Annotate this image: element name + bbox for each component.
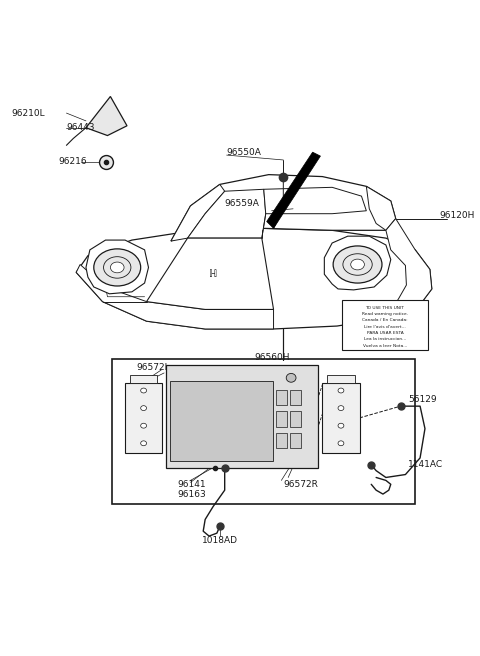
Polygon shape: [86, 96, 127, 136]
Polygon shape: [267, 152, 321, 228]
Text: PARA USAR ESTA: PARA USAR ESTA: [367, 331, 403, 335]
Bar: [327, 375, 355, 382]
Ellipse shape: [333, 246, 382, 283]
Polygon shape: [366, 186, 396, 230]
Polygon shape: [171, 174, 396, 241]
Polygon shape: [76, 228, 432, 329]
Bar: [290, 432, 301, 448]
Text: Canada / En Canada:: Canada / En Canada:: [362, 318, 408, 322]
Bar: [130, 375, 157, 382]
Text: 96563E: 96563E: [342, 343, 376, 352]
Bar: [276, 432, 287, 448]
Text: 96443: 96443: [66, 123, 95, 133]
Text: Read warning notice.: Read warning notice.: [362, 312, 408, 316]
Polygon shape: [146, 238, 274, 310]
Text: 96120H: 96120H: [440, 211, 475, 220]
Text: 56129: 56129: [408, 395, 437, 404]
Polygon shape: [264, 188, 366, 214]
Polygon shape: [324, 236, 391, 290]
Polygon shape: [188, 190, 266, 238]
Ellipse shape: [338, 405, 344, 411]
Text: TO USE THIS UNIT: TO USE THIS UNIT: [365, 306, 404, 310]
Ellipse shape: [94, 249, 141, 286]
Text: Lea la instruccion...: Lea la instruccion...: [364, 337, 406, 341]
Ellipse shape: [141, 388, 146, 393]
Ellipse shape: [141, 423, 146, 428]
Ellipse shape: [286, 373, 296, 382]
Ellipse shape: [338, 423, 344, 428]
Bar: [323, 382, 360, 453]
Bar: [290, 411, 301, 426]
Text: 96163: 96163: [178, 489, 206, 499]
Polygon shape: [171, 184, 225, 241]
Text: 96550A: 96550A: [227, 148, 262, 157]
Bar: [290, 390, 301, 405]
Polygon shape: [76, 264, 274, 329]
Text: 96559A: 96559A: [225, 199, 260, 209]
Text: 96216: 96216: [59, 157, 87, 167]
Bar: [342, 300, 428, 350]
Text: 96141: 96141: [178, 480, 206, 489]
Ellipse shape: [110, 262, 124, 273]
Ellipse shape: [338, 388, 344, 393]
Bar: [276, 390, 287, 405]
Ellipse shape: [338, 441, 344, 445]
Bar: [276, 411, 287, 426]
Text: Vuelva a leer Nota...: Vuelva a leer Nota...: [363, 344, 407, 348]
Bar: [112, 359, 415, 504]
Polygon shape: [86, 240, 148, 294]
Text: 96560H: 96560H: [254, 353, 289, 362]
Text: ℍ: ℍ: [209, 269, 217, 279]
Bar: [125, 382, 162, 453]
Bar: [170, 380, 273, 461]
Text: 1018AD: 1018AD: [202, 537, 238, 546]
Text: 1141AC: 1141AC: [408, 461, 444, 469]
Bar: [166, 365, 317, 468]
Text: 96210L: 96210L: [12, 109, 45, 117]
Polygon shape: [386, 218, 432, 318]
Text: 96572L: 96572L: [137, 363, 170, 371]
Ellipse shape: [141, 405, 146, 411]
Text: Lire l'avis d'avert...: Lire l'avis d'avert...: [364, 325, 406, 329]
Text: 96572R: 96572R: [283, 480, 318, 489]
Ellipse shape: [141, 441, 146, 445]
Ellipse shape: [351, 259, 364, 270]
